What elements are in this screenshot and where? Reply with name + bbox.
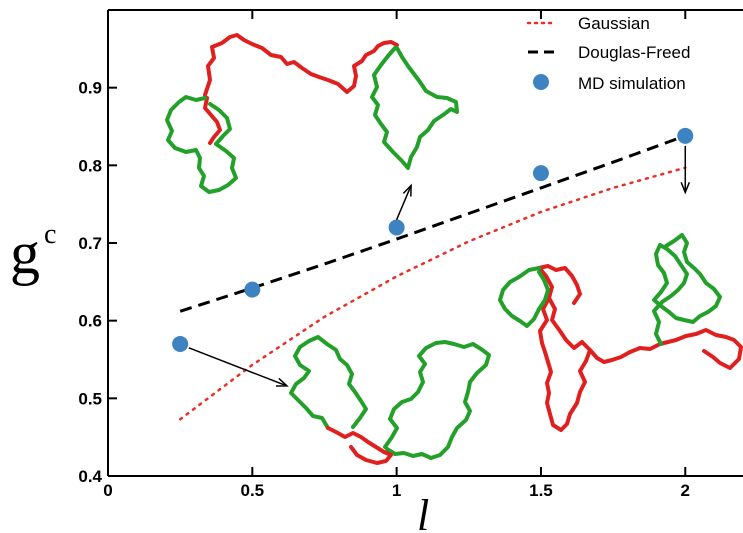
annotation-arrow-head [275, 377, 289, 387]
md-simulation-point [172, 335, 189, 352]
x-tick-label: 1.5 [529, 481, 553, 500]
y-tick-label: 0.7 [78, 234, 102, 253]
series-layer [172, 127, 694, 421]
axis-ticks: 0 0.5 1 1.5 2 0.4 0.5 0.6 0.7 0.8 0.9 [78, 10, 690, 500]
legend-swatch-md-simulation [533, 74, 549, 90]
annotation-arrow-shaft [395, 185, 412, 220]
polymer-red-segment [203, 33, 399, 145]
annotation-arrow-head [680, 182, 691, 195]
y-axis-label-subscript: c [44, 219, 56, 250]
y-tick-label: 0.5 [78, 389, 102, 408]
polymer-inset-bottom [289, 335, 491, 465]
x-tick-label: 1 [392, 481, 401, 500]
md-simulation-point [532, 165, 549, 182]
md-simulation-point [388, 219, 405, 236]
md-simulation-point [244, 281, 261, 298]
annotation-arrows [188, 145, 691, 387]
polymer-green-segment [165, 46, 459, 194]
polymer-red-segment [537, 264, 743, 432]
polymer-green-segment [498, 233, 722, 346]
series-line-gaussian [178, 166, 687, 421]
legend-label-md-simulation: MD simulation [578, 74, 686, 93]
annotation-arrow-shaft [188, 347, 288, 387]
y-tick-label: 0.6 [78, 312, 102, 331]
x-tick-label: 0.5 [240, 481, 264, 500]
legend: Gaussian Douglas-Freed MD simulation [526, 14, 690, 93]
polymer-inset-right [498, 233, 743, 432]
polymer-red-segment [326, 426, 393, 465]
y-tick-label: 0.4 [78, 467, 102, 486]
md-simulation-point [677, 127, 694, 144]
x-axis-label: l [417, 491, 429, 533]
x-tick-label: 0 [103, 481, 112, 500]
y-axis-label: g [10, 220, 40, 286]
series-line-douglas-freed [179, 134, 686, 313]
x-tick-label: 2 [681, 481, 690, 500]
polymer-green-segment [289, 335, 491, 460]
legend-label-gaussian: Gaussian [578, 14, 650, 33]
polymer-inset-top [165, 33, 459, 194]
y-tick-label: 0.8 [78, 156, 102, 175]
legend-label-douglas-freed: Douglas-Freed [578, 43, 690, 62]
y-tick-label: 0.9 [78, 79, 102, 98]
annotation-arrow-head [402, 183, 412, 197]
